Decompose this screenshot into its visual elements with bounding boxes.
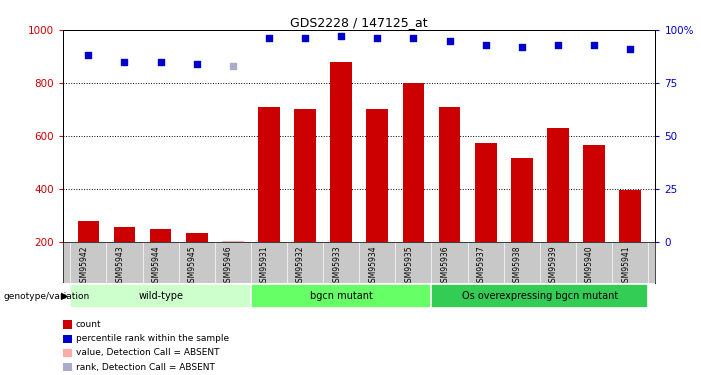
Bar (547, 128, 569, 242)
Bar (114, 227, 135, 242)
Bar (475, 142, 496, 242)
Text: genotype/variation: genotype/variation (4, 292, 90, 301)
Text: rank, Detection Call = ABSENT: rank, Detection Call = ABSENT (76, 363, 215, 372)
Bar (402, 83, 424, 242)
Text: GSM95937: GSM95937 (477, 245, 486, 287)
Point (588, 42, 599, 48)
Bar (258, 107, 280, 242)
Point (119, 59, 130, 65)
FancyBboxPatch shape (70, 284, 251, 308)
Bar (150, 229, 172, 242)
Bar (186, 232, 207, 242)
Text: value, Detection Call = ABSENT: value, Detection Call = ABSENT (76, 348, 219, 357)
Bar (294, 110, 316, 242)
Text: GSM95944: GSM95944 (151, 245, 161, 287)
Title: GDS2228 / 147125_at: GDS2228 / 147125_at (290, 16, 428, 29)
Point (516, 44, 527, 50)
Text: GSM95931: GSM95931 (260, 245, 269, 286)
Bar (439, 107, 461, 242)
Text: GSM95940: GSM95940 (585, 245, 594, 287)
Bar (330, 62, 352, 242)
Text: GSM95933: GSM95933 (332, 245, 341, 287)
Text: Os overexpressing bgcn mutant: Os overexpressing bgcn mutant (462, 291, 618, 301)
Bar (511, 159, 533, 242)
Text: GSM95939: GSM95939 (549, 245, 558, 287)
Text: count: count (76, 320, 102, 329)
Point (444, 38, 455, 44)
FancyBboxPatch shape (432, 284, 648, 308)
Text: GSM95945: GSM95945 (188, 245, 197, 287)
Text: GSM95936: GSM95936 (440, 245, 449, 287)
Point (336, 33, 347, 39)
Point (625, 46, 636, 52)
Text: GSM95942: GSM95942 (79, 245, 88, 286)
Bar (78, 220, 100, 242)
Point (83, 53, 94, 58)
FancyBboxPatch shape (251, 284, 432, 308)
Text: GSM95932: GSM95932 (296, 245, 305, 286)
Text: GSM95941: GSM95941 (621, 245, 630, 286)
Text: GSM95934: GSM95934 (368, 245, 377, 287)
Point (264, 36, 275, 42)
Point (480, 42, 491, 48)
Point (552, 42, 564, 48)
Point (155, 59, 166, 65)
Bar (619, 190, 641, 242)
Text: ▶: ▶ (61, 291, 69, 301)
Text: percentile rank within the sample: percentile rank within the sample (76, 334, 229, 343)
Text: GSM95935: GSM95935 (404, 245, 414, 287)
Point (408, 36, 419, 42)
Text: wild-type: wild-type (138, 291, 183, 301)
Point (299, 36, 311, 42)
Bar (222, 240, 244, 242)
Text: bgcn mutant: bgcn mutant (310, 291, 373, 301)
Bar (367, 110, 388, 242)
Text: GSM95943: GSM95943 (116, 245, 125, 287)
Point (227, 63, 238, 69)
Text: GSM95938: GSM95938 (513, 245, 522, 286)
Point (372, 36, 383, 42)
Bar (583, 145, 605, 242)
Text: GSM95946: GSM95946 (224, 245, 233, 287)
Point (191, 61, 203, 67)
